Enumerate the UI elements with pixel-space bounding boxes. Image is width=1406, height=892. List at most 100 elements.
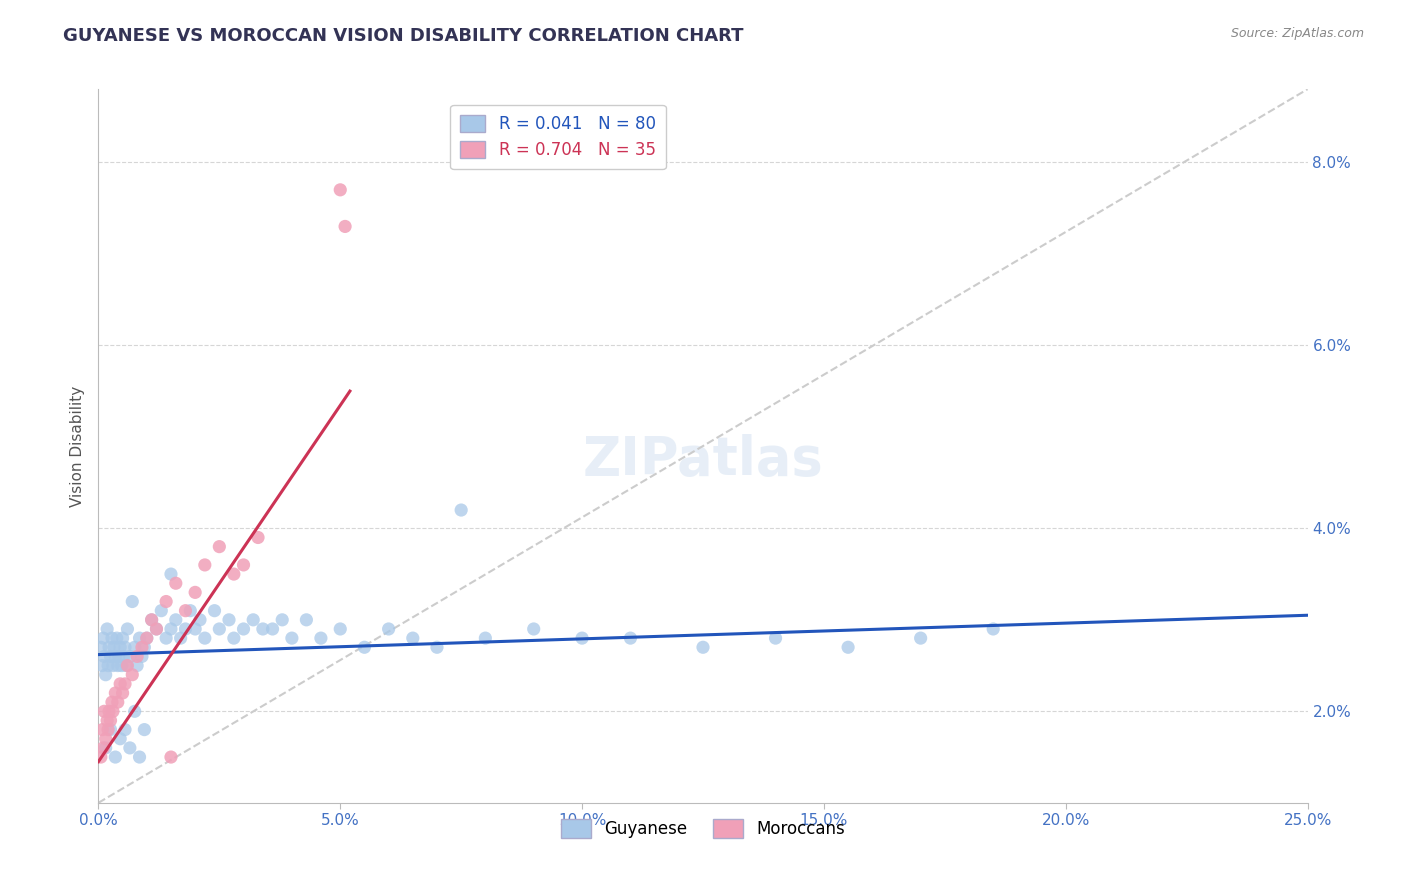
- Point: [101, 658, 124, 673]
- Point: [402, 631, 425, 645]
- Point: [91, 723, 114, 737]
- Point: [377, 622, 399, 636]
- Point: [160, 622, 183, 636]
- Point: [619, 631, 641, 645]
- Point: [174, 622, 197, 636]
- Point: [474, 631, 496, 645]
- Point: [309, 631, 332, 645]
- Point: [100, 714, 122, 728]
- Point: [131, 640, 153, 655]
- Point: [107, 658, 129, 673]
- Point: [91, 740, 114, 755]
- Point: [105, 631, 128, 645]
- Point: [124, 704, 146, 718]
- Point: [90, 750, 112, 764]
- Point: [333, 219, 356, 234]
- Point: [232, 622, 254, 636]
- Point: [155, 631, 177, 645]
- Point: [117, 658, 139, 673]
- Point: [127, 649, 149, 664]
- Point: [97, 723, 120, 737]
- Point: [98, 640, 121, 655]
- Point: [128, 631, 150, 645]
- Point: [188, 613, 211, 627]
- Point: [222, 567, 245, 582]
- Point: [90, 640, 112, 655]
- Point: [247, 531, 270, 545]
- Point: [107, 649, 129, 664]
- Point: [271, 613, 294, 627]
- Point: [218, 613, 240, 627]
- Point: [262, 622, 284, 636]
- Point: [765, 631, 787, 645]
- Point: [127, 658, 149, 673]
- Point: [295, 613, 318, 627]
- Point: [94, 731, 117, 746]
- Point: [134, 723, 156, 737]
- Point: [204, 604, 226, 618]
- Point: [184, 622, 207, 636]
- Point: [108, 677, 131, 691]
- Point: [523, 622, 546, 636]
- Point: [208, 540, 231, 554]
- Point: [111, 658, 134, 673]
- Point: [208, 622, 231, 636]
- Point: [114, 677, 136, 691]
- Point: [281, 631, 304, 645]
- Point: [115, 658, 138, 673]
- Point: [155, 594, 177, 608]
- Point: [135, 631, 157, 645]
- Point: [112, 649, 135, 664]
- Point: [329, 183, 352, 197]
- Point: [121, 667, 143, 681]
- Point: [232, 558, 254, 572]
- Point: [101, 695, 124, 709]
- Point: [121, 594, 143, 608]
- Point: [179, 604, 201, 618]
- Point: [114, 640, 136, 655]
- Point: [108, 731, 131, 746]
- Point: [101, 631, 124, 645]
- Point: [160, 567, 183, 582]
- Text: ZIPatlas: ZIPatlas: [582, 434, 824, 486]
- Point: [169, 631, 191, 645]
- Point: [145, 622, 167, 636]
- Point: [910, 631, 932, 645]
- Point: [145, 622, 167, 636]
- Point: [194, 558, 217, 572]
- Point: [93, 649, 115, 664]
- Point: [150, 604, 173, 618]
- Point: [100, 723, 122, 737]
- Point: [104, 649, 127, 664]
- Point: [222, 631, 245, 645]
- Point: [141, 613, 163, 627]
- Point: [91, 658, 114, 673]
- Point: [98, 704, 121, 718]
- Point: [837, 640, 859, 655]
- Point: [97, 658, 120, 673]
- Point: [252, 622, 274, 636]
- Point: [426, 640, 449, 655]
- Point: [353, 640, 375, 655]
- Y-axis label: Vision Disability: Vision Disability: [69, 385, 84, 507]
- Point: [107, 695, 129, 709]
- Point: [165, 613, 187, 627]
- Point: [135, 631, 157, 645]
- Point: [94, 740, 117, 755]
- Point: [94, 667, 117, 681]
- Point: [101, 704, 124, 718]
- Point: [571, 631, 593, 645]
- Text: GUYANESE VS MOROCCAN VISION DISABILITY CORRELATION CHART: GUYANESE VS MOROCCAN VISION DISABILITY C…: [63, 27, 744, 45]
- Point: [118, 649, 141, 664]
- Point: [131, 649, 153, 664]
- Point: [194, 631, 217, 645]
- Point: [104, 686, 127, 700]
- Point: [93, 704, 115, 718]
- Point: [111, 686, 134, 700]
- Point: [103, 640, 125, 655]
- Point: [160, 750, 183, 764]
- Text: Source: ZipAtlas.com: Source: ZipAtlas.com: [1230, 27, 1364, 40]
- Point: [91, 631, 114, 645]
- Point: [981, 622, 1004, 636]
- Point: [450, 503, 472, 517]
